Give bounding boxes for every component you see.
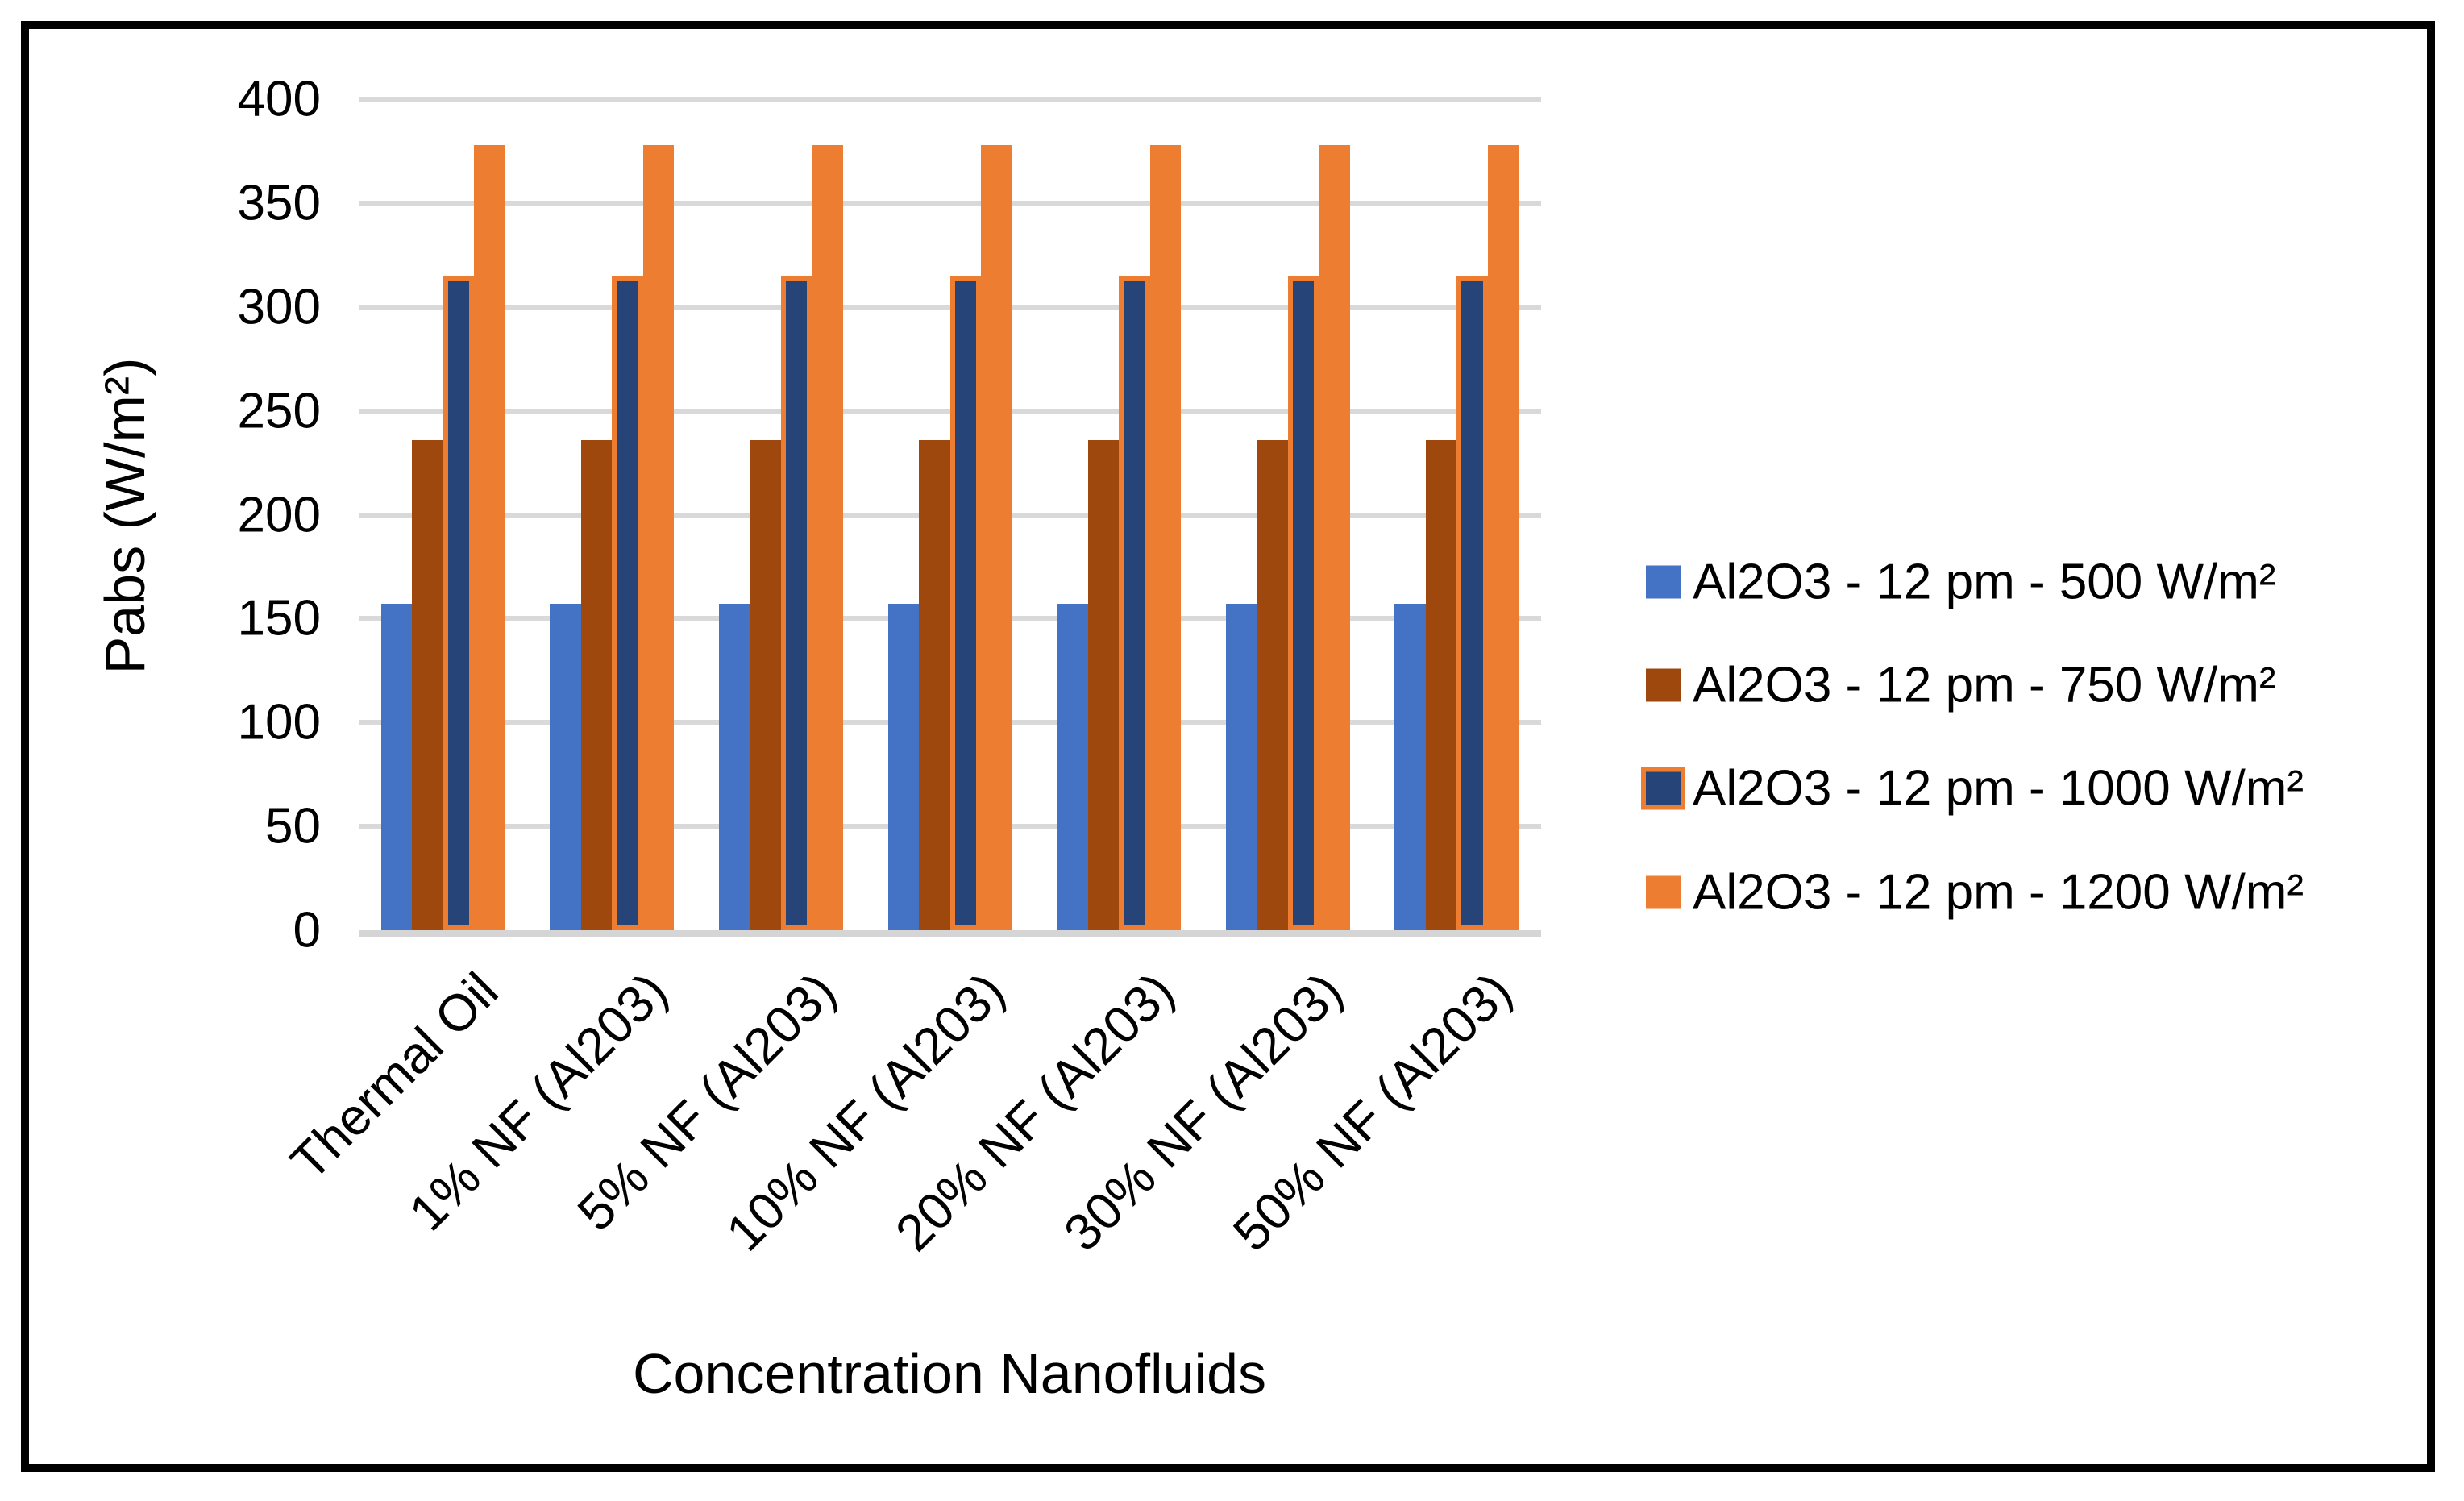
bar-series3-cat5	[1119, 276, 1150, 930]
bar-series4-cat7	[1487, 144, 1519, 930]
gridline-350	[359, 200, 1541, 206]
bar-series1-cat3	[718, 604, 750, 930]
bar-series4-cat5	[1149, 144, 1182, 930]
legend-label-4: Al2O3 - 12 pm - 1200 W/m²	[1693, 864, 2304, 921]
bar-series3-cat1	[443, 276, 475, 930]
bar-series2-cat7	[1425, 439, 1457, 930]
y-tick-label-200: 200	[237, 487, 321, 543]
figure-border	[21, 21, 2435, 1472]
bar-series1-cat7	[1394, 604, 1426, 930]
bar-series1-cat6	[1225, 604, 1257, 930]
y-axis-title: Pabs (W/m²)	[93, 357, 156, 675]
y-tick-label-100: 100	[237, 694, 321, 750]
bar-series4-cat3	[812, 144, 843, 930]
y-tick-label-0: 0	[293, 902, 321, 958]
bar-series1-cat2	[550, 604, 581, 930]
y-tick-label-250: 250	[237, 383, 321, 439]
legend-marker-3	[1641, 767, 1685, 810]
bar-series4-cat4	[981, 144, 1012, 930]
y-tick-label-150: 150	[237, 590, 321, 647]
bar-series3-cat7	[1456, 276, 1488, 930]
y-tick-label-400: 400	[237, 71, 321, 127]
bar-series2-cat4	[919, 439, 950, 930]
legend-marker-1	[1646, 565, 1681, 599]
bar-series4-cat6	[1319, 144, 1350, 930]
bar-series2-cat5	[1087, 439, 1120, 930]
bar-series1-cat1	[380, 604, 413, 930]
y-tick-label-350: 350	[237, 175, 321, 231]
y-tick-label-50: 50	[265, 798, 321, 854]
bar-series2-cat6	[1257, 439, 1288, 930]
bar-series3-cat6	[1287, 276, 1319, 930]
bar-series1-cat4	[887, 604, 919, 930]
bar-series1-cat5	[1057, 604, 1088, 930]
legend-label-1: Al2O3 - 12 pm - 500 W/m²	[1693, 554, 2276, 610]
bar-series2-cat3	[750, 439, 781, 930]
gridline-400	[359, 97, 1541, 102]
legend-label-2: Al2O3 - 12 pm - 750 W/m²	[1693, 657, 2276, 713]
x-axis-line	[359, 930, 1541, 937]
y-tick-label-300: 300	[237, 279, 321, 335]
bar-series2-cat2	[580, 439, 613, 930]
legend-marker-4	[1646, 875, 1681, 909]
bar-series3-cat2	[612, 276, 643, 930]
bar-series4-cat2	[642, 144, 675, 930]
bar-series3-cat4	[949, 276, 981, 930]
bar-series4-cat1	[474, 144, 505, 930]
legend-label-3: Al2O3 - 12 pm - 1000 W/m²	[1693, 760, 2304, 817]
bar-series3-cat3	[780, 276, 812, 930]
bar-series2-cat1	[412, 439, 443, 930]
x-axis-title: Concentration Nanofluids	[632, 1342, 1267, 1405]
legend-marker-2	[1646, 668, 1681, 702]
